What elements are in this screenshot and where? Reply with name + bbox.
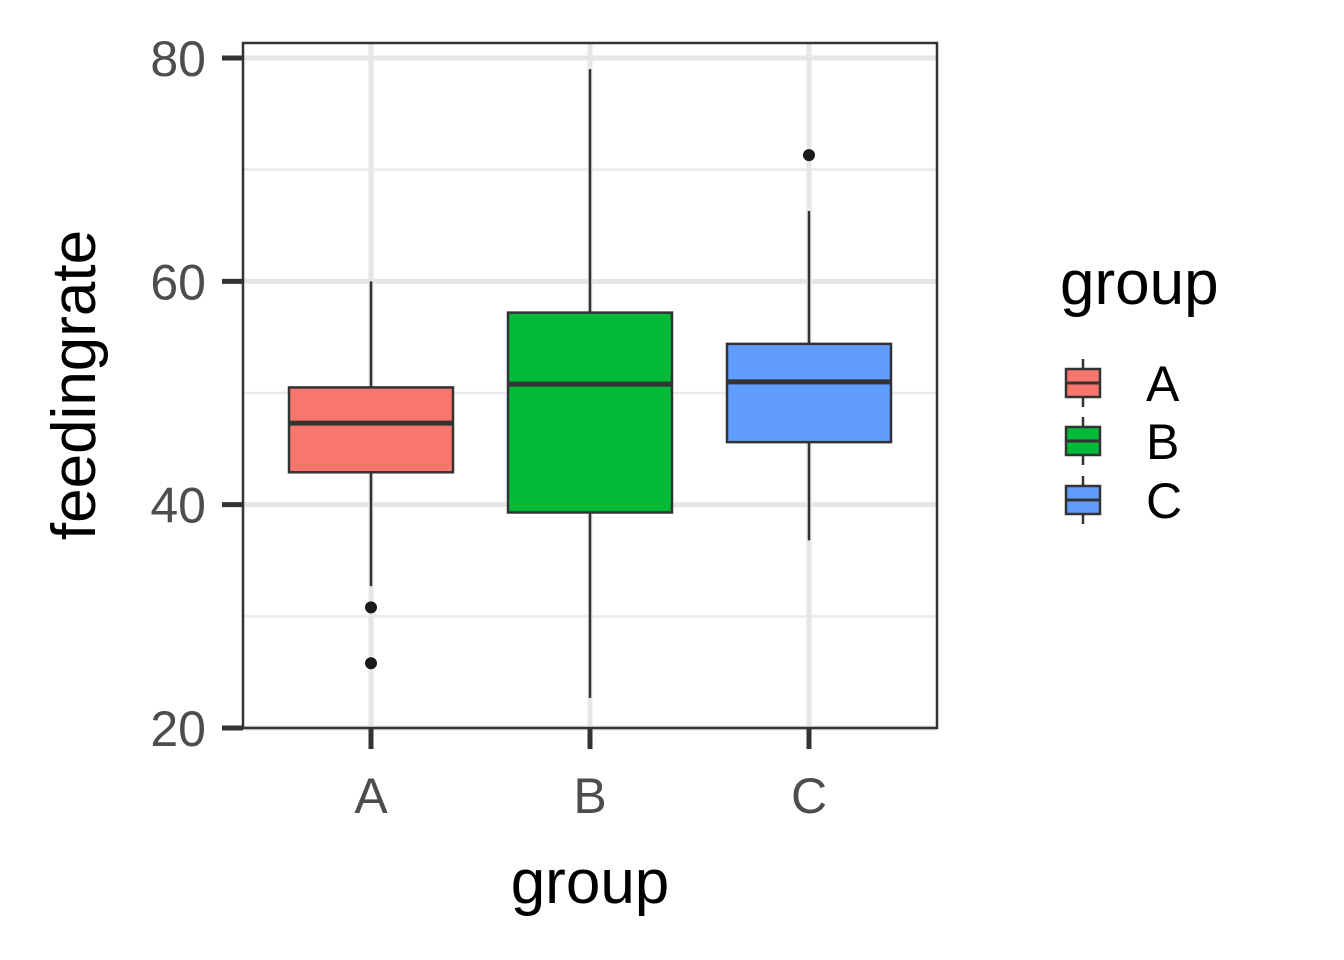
y-tick-label: 40 xyxy=(150,478,206,534)
box-body-A xyxy=(287,386,455,474)
x-tick-label: C xyxy=(791,768,827,824)
legend-label: C xyxy=(1146,473,1182,529)
legend-label: A xyxy=(1146,356,1180,412)
y-tick-label: 20 xyxy=(150,701,206,757)
legend-entry-A: A xyxy=(1064,356,1180,412)
legend-title: group xyxy=(1060,249,1219,318)
y-axis-title: feedingrate xyxy=(40,230,109,540)
legend-label: B xyxy=(1146,414,1179,470)
y-tick-label: 80 xyxy=(150,31,206,87)
box-A xyxy=(287,281,455,670)
boxes xyxy=(287,69,893,698)
outlier-point-A xyxy=(365,657,377,670)
box-body-C xyxy=(725,342,893,444)
legend-entry-C: C xyxy=(1064,473,1182,529)
box-C xyxy=(725,149,893,541)
box-B xyxy=(506,69,674,698)
x-tick-label: A xyxy=(354,768,388,824)
legend-entry-B: B xyxy=(1064,414,1179,470)
outlier-point-C xyxy=(803,149,815,162)
y-axis: 20 40 60 80 xyxy=(150,31,243,757)
legend: group ABC xyxy=(1060,249,1219,529)
x-axis: A B C xyxy=(354,728,827,824)
box-body-B xyxy=(506,311,674,514)
outlier-point-A xyxy=(365,601,377,614)
y-tick-label: 60 xyxy=(150,254,206,310)
x-tick-label: B xyxy=(573,768,606,824)
x-axis-title: group xyxy=(511,848,670,917)
